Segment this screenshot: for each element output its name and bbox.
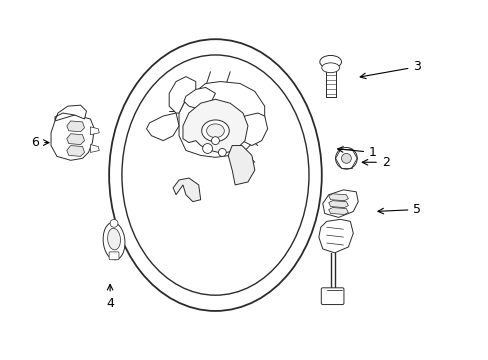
Text: 4: 4 <box>106 284 114 310</box>
Polygon shape <box>240 113 267 145</box>
Polygon shape <box>67 145 84 156</box>
Polygon shape <box>179 82 264 157</box>
Polygon shape <box>51 115 94 160</box>
Circle shape <box>202 144 212 153</box>
Circle shape <box>218 148 226 156</box>
Ellipse shape <box>103 222 125 260</box>
Text: 6: 6 <box>31 136 49 149</box>
Text: 2: 2 <box>362 156 389 169</box>
Ellipse shape <box>122 55 308 295</box>
Polygon shape <box>183 99 247 153</box>
Circle shape <box>110 219 118 227</box>
Polygon shape <box>328 194 347 201</box>
Polygon shape <box>67 121 84 132</box>
Polygon shape <box>90 127 99 135</box>
Polygon shape <box>146 113 179 141</box>
Text: 1: 1 <box>337 146 376 159</box>
Polygon shape <box>55 105 86 121</box>
Polygon shape <box>228 145 254 185</box>
Polygon shape <box>169 77 195 113</box>
Ellipse shape <box>201 120 229 141</box>
Circle shape <box>341 153 350 163</box>
Polygon shape <box>318 219 352 253</box>
Polygon shape <box>183 87 215 109</box>
Polygon shape <box>67 134 84 145</box>
FancyBboxPatch shape <box>109 252 119 260</box>
Polygon shape <box>173 178 200 202</box>
Ellipse shape <box>107 228 120 250</box>
Text: 5: 5 <box>377 203 421 216</box>
Text: 3: 3 <box>360 60 420 79</box>
Ellipse shape <box>319 55 341 68</box>
Circle shape <box>211 137 219 145</box>
Circle shape <box>335 148 357 169</box>
Ellipse shape <box>206 124 224 138</box>
Polygon shape <box>322 190 358 217</box>
Polygon shape <box>328 201 347 208</box>
Polygon shape <box>328 208 347 215</box>
Ellipse shape <box>321 63 339 73</box>
FancyBboxPatch shape <box>321 288 343 305</box>
Polygon shape <box>90 145 99 152</box>
